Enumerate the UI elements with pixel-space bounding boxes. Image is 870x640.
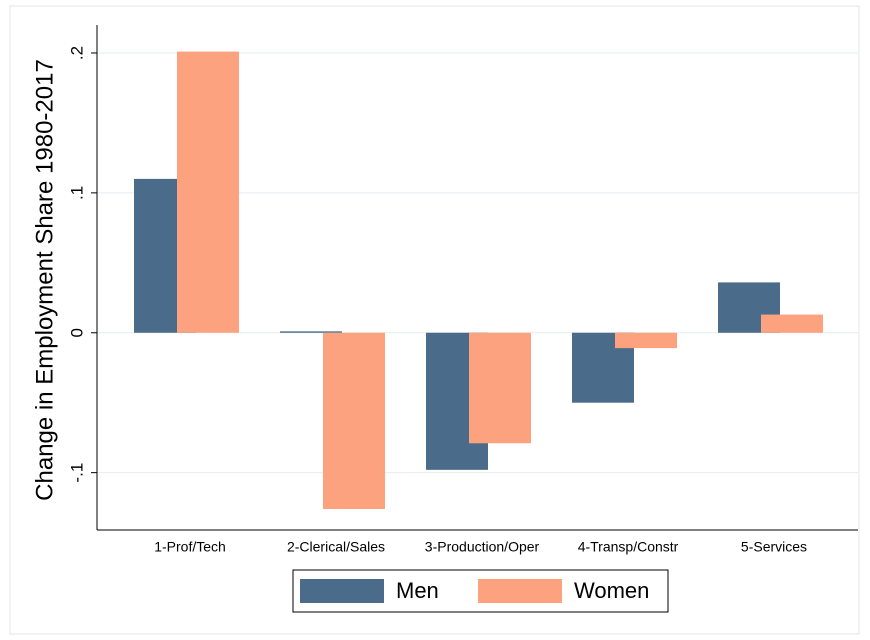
legend-swatch xyxy=(300,579,384,603)
bar xyxy=(761,314,823,333)
x-tick-label: 5-Services xyxy=(741,539,807,555)
y-axis-label: Change in Employment Share 1980-2017 xyxy=(31,59,58,501)
legend-swatch xyxy=(478,579,562,603)
y-tick-label: 0 xyxy=(67,328,86,337)
x-tick-label: 3-Production/Oper xyxy=(425,539,540,555)
bar xyxy=(177,51,239,333)
x-tick-label: 4-Transp/Constr xyxy=(578,539,679,555)
x-tick-label: 2-Clerical/Sales xyxy=(287,539,385,555)
bar xyxy=(615,332,677,349)
legend-label: Women xyxy=(574,578,649,603)
y-tick-label: .2 xyxy=(67,46,86,60)
legend-label: Men xyxy=(396,578,439,603)
bar xyxy=(280,331,342,333)
bar xyxy=(323,332,385,510)
bar xyxy=(469,332,531,444)
y-tick-label: -.1 xyxy=(67,463,86,483)
y-tick-label: .1 xyxy=(67,186,86,200)
x-tick-label: 1-Prof/Tech xyxy=(154,539,226,555)
